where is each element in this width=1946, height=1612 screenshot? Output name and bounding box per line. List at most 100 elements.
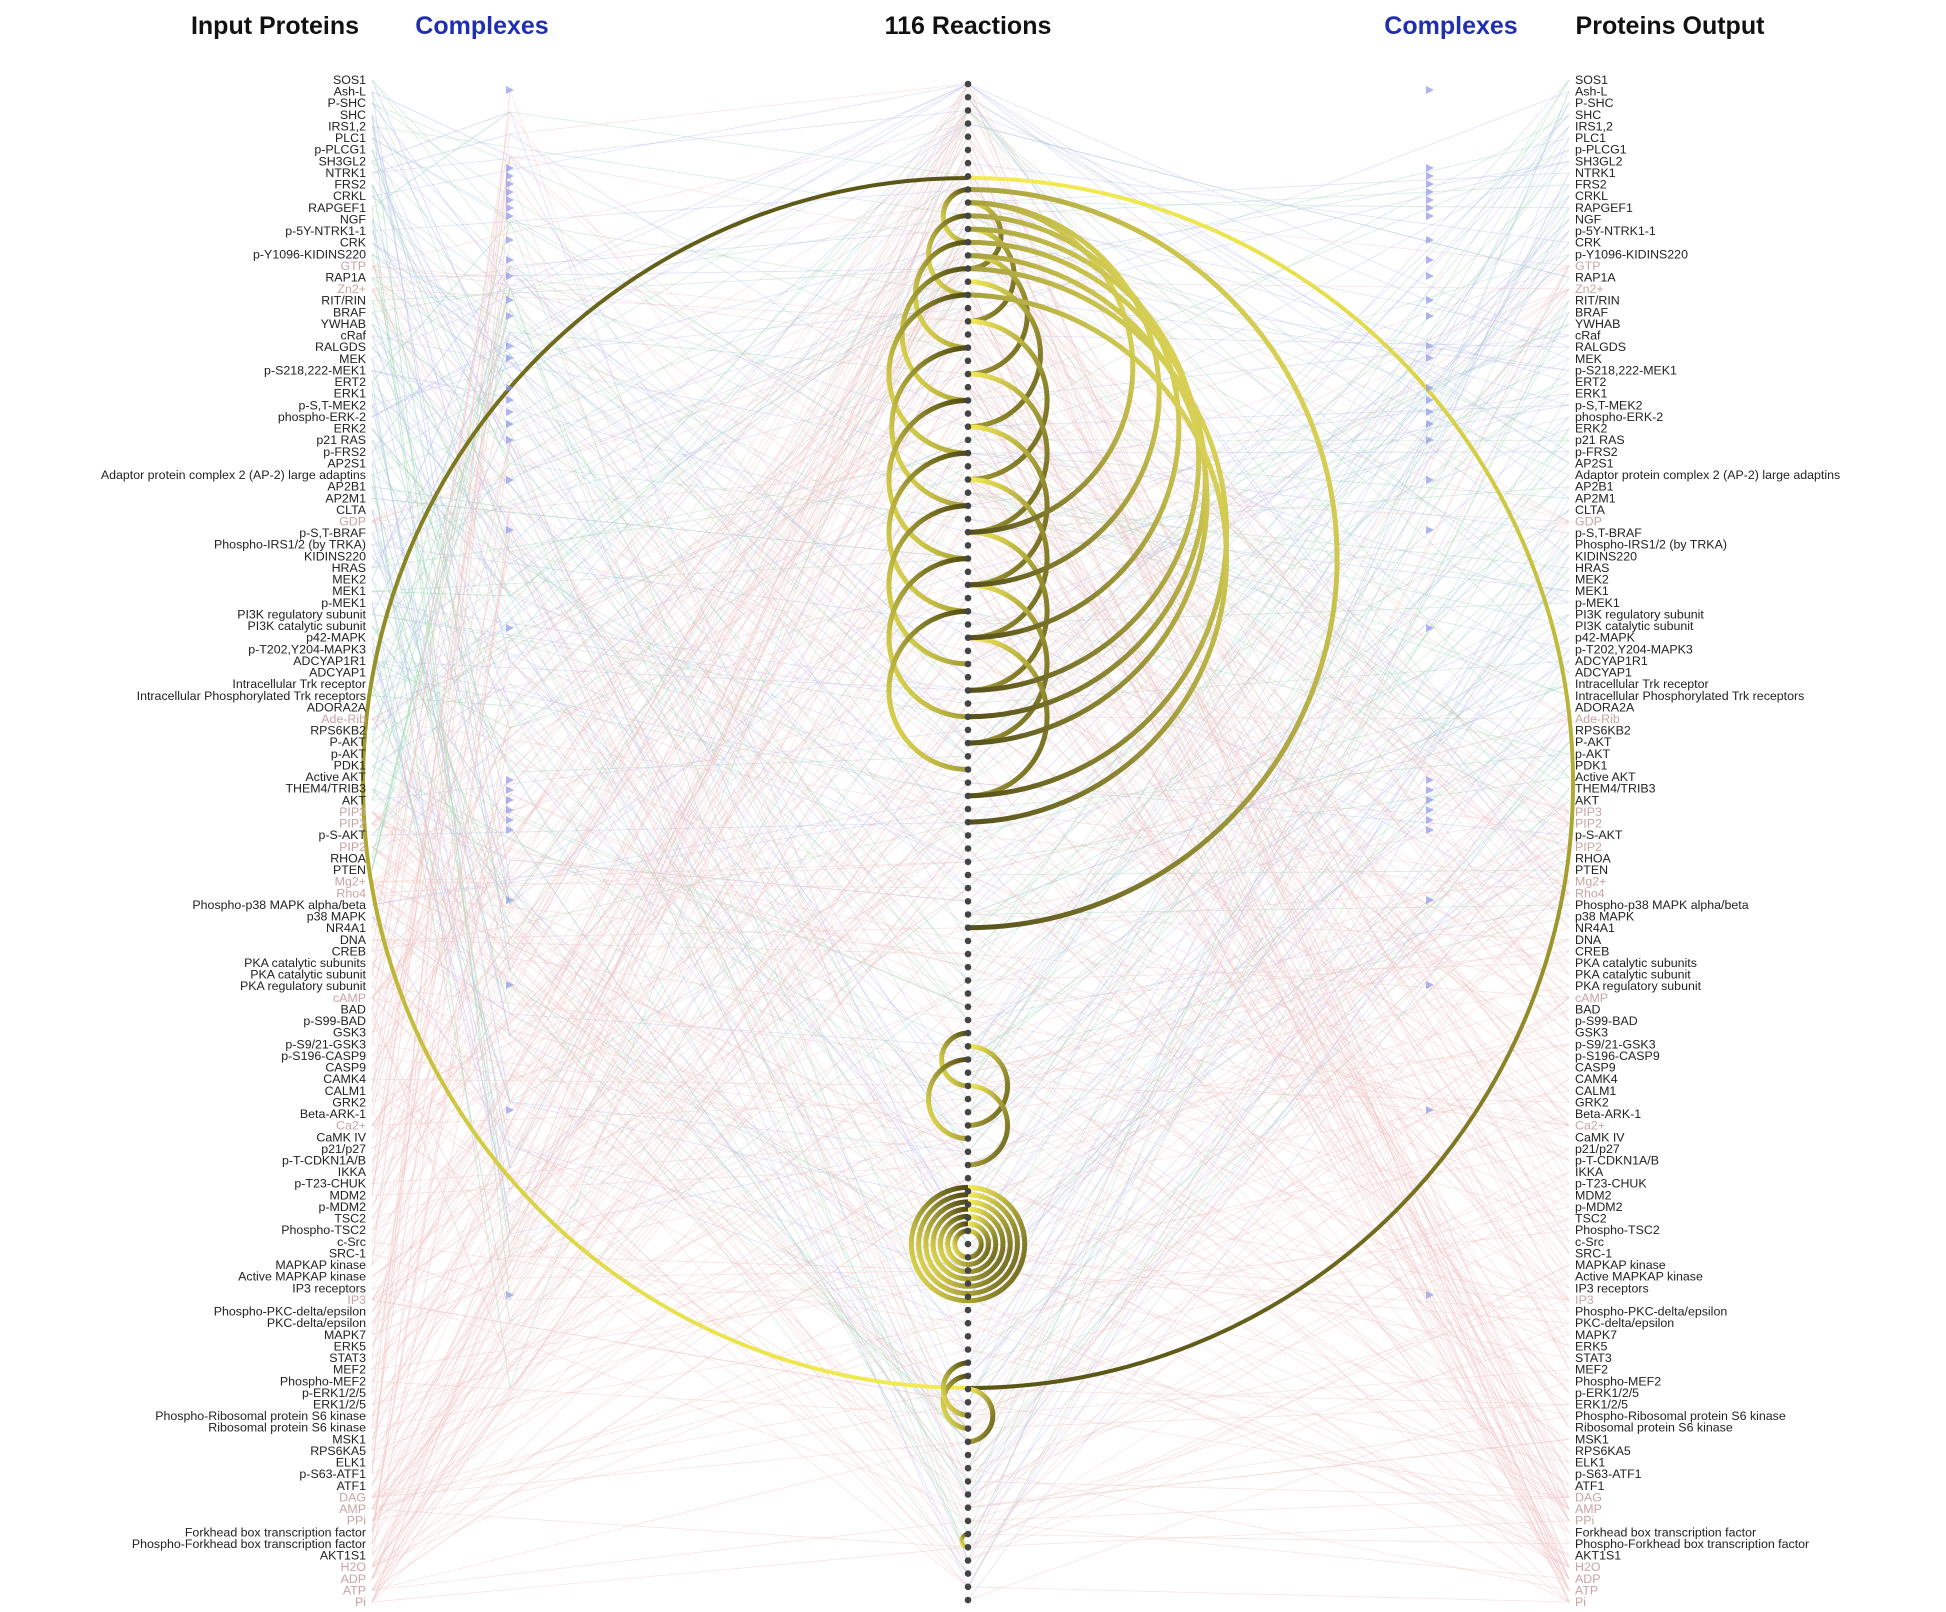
reaction-protein-link: [967, 219, 1570, 836]
reaction-dot: [964, 1478, 972, 1485]
protein-reaction-link: [371, 83, 969, 1010]
reaction-protein-link: [967, 136, 1570, 1591]
reaction-arc: [967, 424, 1050, 588]
complex-reaction-link: [509, 529, 969, 1245]
output-protein-label: cAMP: [1575, 991, 1608, 1005]
complex-reaction-link: [509, 821, 969, 927]
protein-reaction-link: [371, 360, 969, 999]
output-protein-label: p21 RAS: [1575, 433, 1625, 447]
protein-complex-link: [371, 1020, 511, 1279]
reaction-protein-link: [967, 416, 1570, 915]
protein-reaction-link: [371, 393, 969, 1021]
protein-reaction-link: [371, 265, 969, 691]
reaction-protein-link: [967, 1177, 1570, 1382]
output-protein-label: SHC: [1575, 108, 1601, 122]
reaction-protein-link: [967, 776, 1570, 863]
reaction-protein-link: [967, 254, 1570, 889]
protein-reaction-link: [371, 881, 969, 1508]
reaction-dot: [964, 1214, 972, 1221]
output-protein-label: ERK5: [1575, 1339, 1607, 1353]
reaction-protein-link: [967, 1019, 1570, 1347]
protein-reaction-link: [371, 718, 969, 1561]
reaction-protein-link: [967, 126, 1570, 744]
protein-complex-link: [371, 705, 511, 1533]
reaction-protein-link: [967, 452, 1570, 1428]
reaction-arc: [967, 213, 1182, 641]
reaction-protein-link: [967, 381, 1570, 586]
reaction-protein-link: [967, 96, 1570, 1057]
reaction-protein-link: [967, 663, 1570, 1231]
protein-reaction-link: [371, 370, 969, 533]
protein-reaction-link: [371, 788, 969, 1429]
reaction-protein-link: [967, 545, 1570, 1034]
reaction-protein-link: [967, 114, 1570, 441]
protein-reaction-link: [371, 624, 969, 1591]
protein-reaction-link: [371, 602, 969, 691]
output-protein-label: Phospho-MEF2: [1575, 1374, 1661, 1388]
reaction-protein-link: [967, 176, 1570, 1254]
output-protein-label: SH3GL2: [1575, 154, 1623, 168]
reaction-dot: [964, 370, 972, 378]
input-protein-label: PI3K regulatory subunit: [237, 607, 366, 621]
protein-complex-link: [371, 1101, 511, 1266]
reaction-protein-link: [967, 172, 1570, 1403]
reaction-arc: [945, 1221, 969, 1267]
input-protein-label: PKA catalytic subunit: [250, 968, 366, 982]
reaction-protein-link: [967, 1059, 1570, 1219]
complex-marker: [1426, 256, 1434, 264]
reaction-protein-link: [967, 358, 1570, 639]
reaction-protein-link: [967, 400, 1570, 1603]
complex-marker: [506, 164, 514, 172]
reaction-protein-link: [967, 532, 1570, 1363]
input-protein-label: PKA regulatory subunit: [240, 979, 367, 993]
reaction-protein-link: [967, 509, 1570, 1232]
protein-reaction-link: [371, 288, 969, 322]
output-protein-label: CALM1: [1575, 1084, 1616, 1098]
reaction-protein-link: [967, 718, 1570, 876]
reaction-protein-link: [967, 730, 1570, 994]
input-protein-label: AP2S1: [327, 456, 366, 470]
protein-reaction-link: [371, 1078, 969, 1495]
protein-reaction-link: [371, 795, 969, 906]
reaction-protein-link: [967, 769, 1570, 1533]
protein-reaction-link: [371, 637, 969, 1166]
protein-reaction-link: [371, 997, 969, 1588]
reaction-dot: [964, 252, 972, 259]
reaction-protein-link: [967, 110, 1570, 627]
reaction-protein-link: [967, 953, 1570, 999]
protein-reaction-link: [371, 474, 969, 836]
reaction-dot: [964, 265, 972, 272]
protein-reaction-link: [371, 1441, 969, 1591]
complex-reaction-link: [509, 136, 969, 949]
protein-reaction-link: [371, 916, 969, 1429]
protein-reaction-link: [371, 1055, 969, 1139]
input-protein-label: BAD: [341, 1003, 367, 1017]
protein-reaction-link: [371, 993, 969, 1231]
reaction-protein-link: [967, 137, 1570, 283]
reaction-protein-link: [967, 610, 1570, 755]
protein-complex-link: [371, 683, 511, 905]
reaction-protein-link: [967, 1043, 1570, 1113]
output-protein-label: Ribosomal protein S6 kinase: [1575, 1421, 1733, 1435]
output-protein-label: Active MAPKAP kinase: [1575, 1270, 1703, 1284]
input-protein-label: GDP: [339, 515, 366, 529]
output-protein-label: TSC2: [1575, 1212, 1607, 1226]
reaction-protein-link: [967, 1243, 1570, 1556]
protein-reaction-link: [371, 1508, 969, 1548]
reaction-protein-link: [967, 486, 1570, 533]
protein-reaction-link: [371, 1230, 969, 1452]
reaction-protein-link: [967, 300, 1570, 1218]
protein-complex-link: [371, 346, 511, 487]
reaction-protein-link: [967, 83, 1570, 557]
reaction-protein-link: [967, 765, 1570, 1495]
protein-complex-link: [371, 277, 511, 377]
reaction-protein-link: [967, 505, 1570, 569]
protein-reaction-link: [371, 79, 969, 704]
reaction-dot: [964, 845, 972, 852]
output-protein-label: MEK: [1575, 352, 1603, 366]
reaction-protein-link: [967, 294, 1570, 371]
reaction-dot: [964, 766, 972, 773]
reaction-protein-link: [967, 1218, 1570, 1495]
complex-reaction-link: [509, 969, 969, 1443]
protein-reaction-link: [371, 97, 969, 1603]
